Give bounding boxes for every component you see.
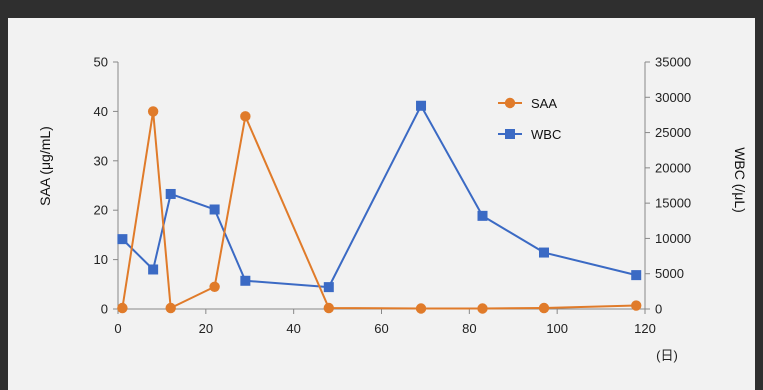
chart-axes: 0 10 20 30 40 50 0 5000 10000 15000 20000 25000 3000…	[94, 55, 692, 337]
series-line-wbc	[121, 104, 637, 289]
y-axis-right-label: WBC (/μL)	[732, 147, 748, 213]
chart: 0 10 20 30 40 50 0 5000 10000 15000 20000 25000 3000…	[37, 55, 748, 364]
x-tick-label: 80	[462, 321, 476, 336]
legend-marker-saa	[504, 97, 516, 109]
data-point-saa	[165, 302, 176, 314]
y-left-tick-label: 20	[94, 203, 108, 218]
data-point-wbc	[477, 210, 488, 221]
y-left-tick-label: 0	[101, 302, 108, 317]
legend-label-saa: SAA	[531, 96, 557, 111]
legend-label-wbc: WBC	[531, 127, 561, 142]
data-point-wbc	[538, 247, 549, 258]
data-point-saa	[240, 111, 251, 122]
y-left-tick-label: 10	[94, 252, 108, 267]
chart-panel: 0 10 20 30 40 50 0 5000 10000 15000 20000 25000 3000…	[8, 18, 755, 390]
data-point-wbc	[209, 204, 220, 215]
y-right-tick-label: 10000	[655, 231, 691, 246]
y-right-tick-label: 5000	[655, 266, 684, 281]
x-tick-label: 60	[374, 321, 388, 336]
series-line-saa	[121, 110, 637, 310]
data-point-saa	[477, 303, 488, 314]
data-point-wbc	[117, 234, 128, 245]
data-point-saa	[209, 281, 220, 292]
y-right-tick-label: 25000	[655, 125, 691, 140]
data-point-wbc	[165, 188, 176, 199]
x-tick-label: 100	[546, 321, 568, 336]
data-point-wbc	[416, 100, 427, 111]
chart-legend: SAA WBC	[498, 96, 561, 142]
y-left-tick-label: 50	[94, 55, 108, 70]
data-point-wbc	[148, 264, 159, 275]
data-point-saa	[415, 303, 427, 314]
data-point-saa	[117, 302, 128, 314]
data-point-saa	[147, 106, 159, 117]
y-left-tick-label: 40	[94, 104, 108, 119]
data-point-wbc	[240, 275, 251, 286]
x-tick-label: 40	[286, 321, 300, 336]
x-tick-label: 0	[114, 321, 121, 336]
y-right-tick-label: 30000	[655, 90, 691, 105]
y-left-tick-label: 30	[94, 153, 108, 168]
y-right-tick-label: 20000	[655, 160, 691, 175]
data-point-saa	[323, 302, 334, 314]
y-axis-left-label: SAA (μg/mL)	[37, 126, 53, 206]
y-right-tick-label: 35000	[655, 55, 691, 70]
x-tick-label: 20	[199, 321, 213, 336]
legend-marker-wbc	[505, 129, 515, 139]
data-point-saa	[538, 302, 550, 314]
chart-series	[117, 100, 642, 314]
data-point-wbc	[631, 270, 642, 281]
y-right-tick-label: 15000	[655, 196, 691, 211]
data-point-saa	[631, 300, 642, 311]
x-axis-unit-label: (日)	[656, 348, 678, 363]
x-tick-label: 120	[634, 321, 656, 336]
data-point-wbc	[323, 282, 334, 293]
y-right-tick-label: 0	[655, 302, 662, 317]
